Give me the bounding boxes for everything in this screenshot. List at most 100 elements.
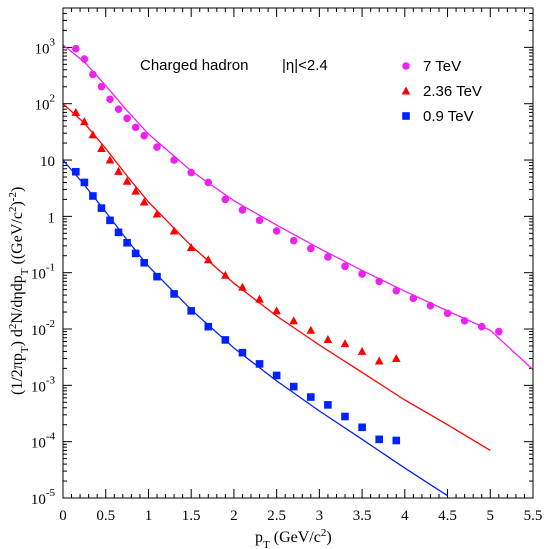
data-point [221, 195, 230, 204]
data-point [409, 294, 418, 303]
x-tick-label: 0 [59, 508, 67, 524]
y-tick-label: 102 [35, 93, 56, 114]
data-point [72, 167, 80, 176]
y-tick-label: 10-5 [31, 487, 56, 508]
legend-marker [401, 86, 411, 95]
plot-frame [62, 7, 534, 499]
data-point [203, 255, 213, 264]
data-point [80, 178, 89, 187]
data-point [221, 270, 230, 279]
data-point [187, 307, 195, 315]
data-point [169, 226, 179, 235]
data-point [114, 105, 123, 113]
legend: 7 TeV 2.36 TeV 0.9 TeV [401, 58, 482, 125]
data-point [131, 249, 140, 258]
data-point [495, 327, 503, 336]
data-point [97, 82, 106, 91]
data-point [89, 192, 97, 200]
legend-label: 7 TeV [423, 58, 461, 75]
data-point [139, 197, 149, 206]
data-point [341, 412, 349, 421]
data-point [477, 322, 486, 331]
x-tick-label: 1 [145, 508, 153, 524]
y-tick-label: 10-4 [31, 431, 56, 452]
data-point [358, 423, 366, 432]
x-tick-labels: 0 0.5 1 1.5 2 2.5 3 3.5 4 4.5 5 5.5 [59, 508, 542, 524]
fit-curve [62, 103, 491, 451]
data-point [97, 144, 106, 153]
data-point [187, 168, 195, 177]
data-point [392, 436, 401, 445]
data-point [114, 228, 123, 237]
legend-marker [402, 112, 410, 120]
data-point [106, 95, 114, 104]
y-tick-label: 10-3 [31, 374, 56, 395]
eta-annotation: |η|<2.4 [282, 57, 328, 74]
data-point [375, 277, 383, 286]
y-tick-label: 103 [35, 36, 56, 57]
data-point [340, 339, 350, 348]
data-point [186, 242, 196, 251]
data-point [238, 282, 247, 291]
data-point [238, 206, 247, 214]
data-point [307, 393, 315, 401]
data-point [114, 166, 123, 175]
data-point [106, 216, 114, 225]
data-point [255, 216, 264, 225]
data-point [272, 306, 281, 315]
data-point [341, 262, 349, 271]
axis-ticks [62, 7, 534, 499]
y-tick-label: 10 [40, 154, 55, 170]
x-tick-label: 2.5 [267, 508, 286, 524]
data-point [391, 353, 401, 362]
x-tick-label: 4.5 [438, 508, 457, 524]
data-point [307, 244, 315, 253]
data-point [140, 131, 148, 140]
data-point [131, 186, 140, 195]
data-point [170, 290, 178, 298]
x-tick-label: 4 [401, 508, 409, 524]
data-point [357, 346, 367, 355]
data-point [97, 204, 106, 212]
x-tick-label: 5.5 [524, 508, 543, 524]
data-point [153, 272, 161, 281]
data-point [289, 316, 299, 325]
data-point [170, 156, 178, 164]
x-tick-label: 3 [316, 508, 324, 524]
data-point [426, 301, 435, 310]
data-point [80, 55, 89, 63]
data-point [71, 107, 81, 116]
data-point [122, 176, 132, 185]
data-point [324, 253, 332, 261]
data-point [374, 356, 384, 365]
data-point [306, 325, 316, 334]
x-tick-label: 1.5 [182, 508, 201, 524]
data-point [204, 178, 213, 187]
data-point [72, 44, 80, 53]
chart-title: Charged hadron [140, 57, 248, 74]
data-point [152, 209, 162, 218]
data-points [71, 44, 503, 445]
data-point [392, 286, 401, 295]
fit-curve [62, 44, 534, 371]
y-axis-label: (1/2πpT) d2N/dηdpT ((GeV/c2)-2) [7, 187, 31, 395]
legend-label: 0.9 TeV [423, 108, 474, 125]
data-point [272, 227, 281, 235]
data-point [255, 294, 264, 303]
data-point [204, 322, 213, 331]
data-point [221, 336, 230, 344]
data-point [358, 270, 366, 278]
data-point [272, 371, 281, 380]
data-point [89, 70, 97, 79]
x-tick-label: 2 [230, 508, 238, 524]
data-point [375, 435, 383, 444]
legend-label: 2.36 TeV [423, 83, 482, 100]
legend-marker [402, 62, 410, 70]
data-point [105, 155, 115, 164]
data-point [289, 382, 298, 391]
data-point [153, 143, 161, 151]
data-point [123, 114, 131, 123]
data-point [289, 236, 298, 245]
y-tick-labels: 10-5 10-4 10-3 10-2 10-1 1 10 102 103 [31, 36, 56, 508]
fit-curve [62, 159, 448, 497]
